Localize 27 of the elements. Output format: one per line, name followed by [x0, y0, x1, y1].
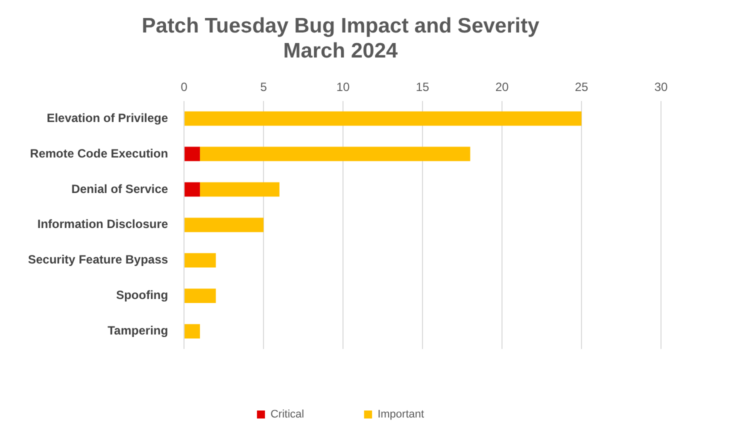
- bar: [184, 288, 216, 303]
- y-tick-label: Remote Code Execution: [30, 146, 168, 160]
- y-tick-label: Information Disclosure: [37, 217, 168, 232]
- x-tick-label: 20: [495, 80, 510, 94]
- y-tick-label: Denial of Service: [71, 182, 168, 196]
- bar: [184, 111, 582, 126]
- bar: [184, 253, 216, 268]
- x-tick-label: 0: [180, 80, 188, 94]
- y-tick-label: Spoofing: [116, 288, 168, 302]
- x-tick-label: 5: [260, 80, 268, 94]
- bar: [184, 218, 264, 232]
- bar: [184, 324, 200, 338]
- x-tick-label: 25: [574, 80, 589, 94]
- bar: [184, 182, 200, 197]
- y-tick-label: Tampering: [108, 324, 168, 338]
- x-tick-label: 10: [336, 80, 350, 94]
- legend-label: Important: [378, 408, 424, 421]
- bar: [200, 146, 470, 162]
- text: March 2024: [283, 40, 398, 63]
- bar: [184, 146, 200, 162]
- y-tick-label: Security Feature Bypass: [28, 252, 168, 267]
- x-tick-label: 15: [416, 80, 430, 94]
- bar: [200, 182, 280, 197]
- text: Patch Tuesday Bug Impact and Severity: [142, 14, 540, 38]
- x-tick-label: 30: [654, 80, 668, 94]
- y-tick-label: Elevation of Privilege: [46, 110, 168, 125]
- legend-label: Critical: [270, 408, 304, 421]
